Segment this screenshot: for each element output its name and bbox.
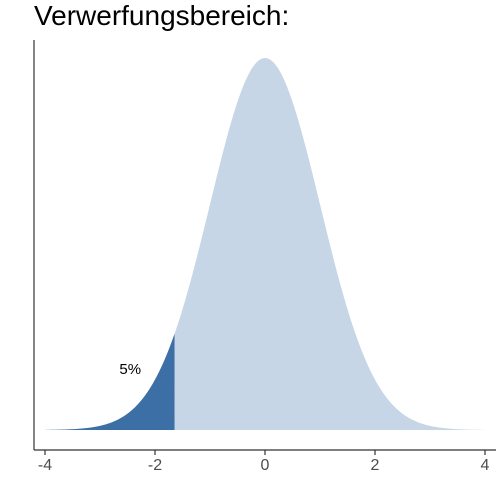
x-tick-label: 4 <box>481 457 490 474</box>
chart-title: Verwerfungsbereich: <box>34 0 290 31</box>
x-tick-label: 2 <box>371 457 380 474</box>
density-area <box>45 58 485 430</box>
x-tick-label: -2 <box>148 457 162 474</box>
x-tick-label: 0 <box>261 457 270 474</box>
rejection-region-area <box>45 333 175 430</box>
rejection-percent-label: 5% <box>119 361 141 378</box>
x-tick-label: -4 <box>38 457 52 474</box>
